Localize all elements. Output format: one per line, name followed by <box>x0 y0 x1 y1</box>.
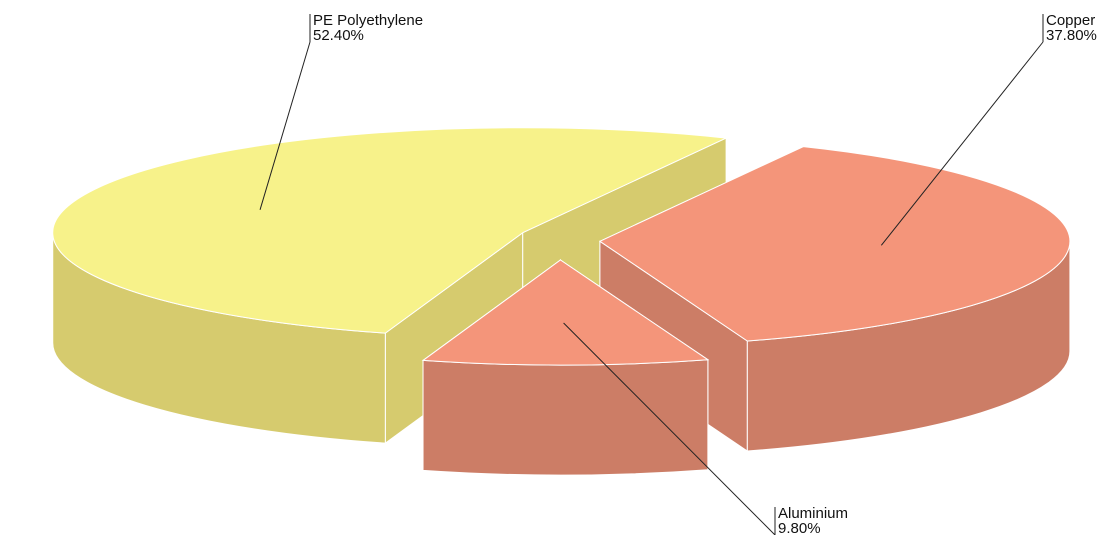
slice-top <box>52 127 728 334</box>
slice-label: Aluminium <box>778 505 848 522</box>
slice-side <box>422 359 709 476</box>
slice <box>421 259 710 476</box>
slice-top <box>598 146 1071 342</box>
leader-line <box>880 41 1044 246</box>
slice <box>598 145 1071 452</box>
slice-value-label: 9.80% <box>778 520 821 535</box>
slice-label: Copper <box>1046 12 1095 29</box>
leader-line <box>563 322 776 535</box>
slice-value-label: 37.80% <box>1046 27 1097 44</box>
leader-line <box>259 41 311 210</box>
slice-value-label: 52.40% <box>313 27 364 44</box>
slice-label: PE Polyethylene <box>313 12 423 29</box>
slice-top <box>421 259 710 366</box>
